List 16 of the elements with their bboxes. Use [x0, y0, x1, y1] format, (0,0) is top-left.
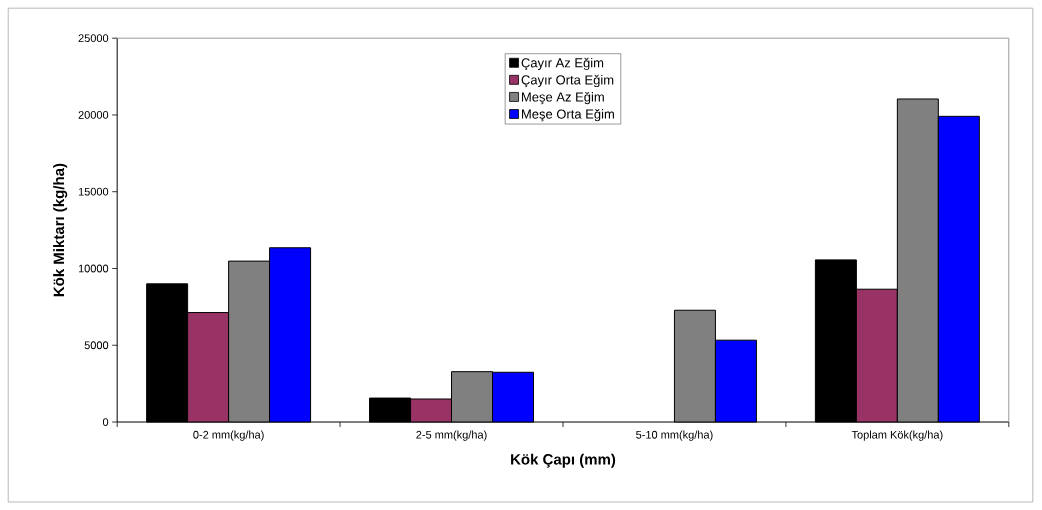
y-tick-label: 25000	[78, 34, 109, 42]
legend-label: Meşe Orta Eğim	[522, 108, 614, 122]
legend-label: Meşe Az Eğim	[522, 91, 604, 105]
x-axis-title: Kök Çapı (mm)	[511, 453, 616, 468]
y-tick-label: 20000	[78, 110, 109, 119]
legend-label: Çayır Orta Eğim	[521, 74, 614, 88]
x-tick-label: 5-10 mm(kg/ha)	[636, 430, 713, 441]
legend-label: Çayır Az Eğim	[521, 57, 604, 70]
x-tick-label: Toplam Kök(kg/ha)	[851, 430, 943, 441]
x-tick-label: 0-2 mm(kg/ha)	[193, 430, 264, 441]
y-axis-title: Kök Miktarı (kg/ha)	[53, 163, 68, 297]
y-tick-label: 5000	[84, 341, 109, 350]
y-tick-label: 10000	[78, 264, 109, 273]
y-tick-label: 0	[102, 418, 109, 426]
y-tick-label: 15000	[78, 187, 109, 196]
x-tick-label: 2-5 mm(kg/ha)	[416, 430, 487, 441]
